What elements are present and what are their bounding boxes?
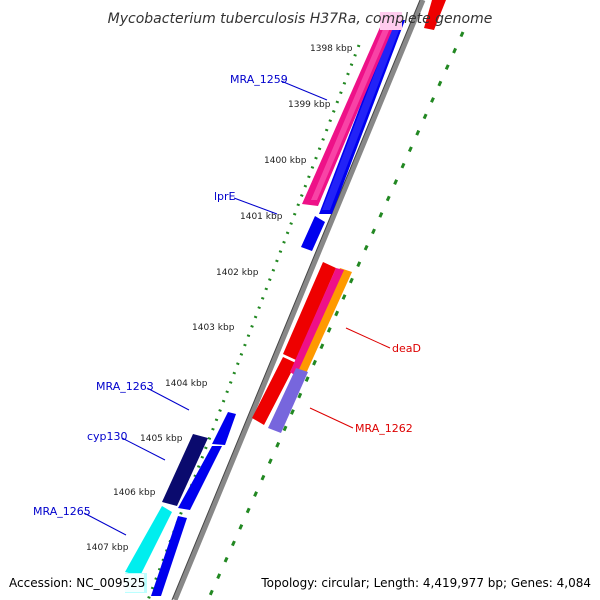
map-title: Mycobacterium tuberculosis H37Ra, comple… <box>108 11 493 27</box>
topology-text: Topology: circular; Length: 4,419,977 bp… <box>260 576 591 590</box>
leader-mra-1259 <box>281 81 327 100</box>
gc-content-dashed-ring <box>208 32 463 600</box>
kbp-tick-1399: 1399 kbp <box>288 100 331 110</box>
kbp-tick-1405: 1405 kbp <box>140 434 183 444</box>
genome-backbone-edge <box>172 0 420 600</box>
gene-label-mra-1262[interactable]: MRA_1262 <box>355 422 413 435</box>
kbp-tick-1404: 1404 kbp <box>165 379 208 389</box>
leader-mra-1262 <box>310 408 353 428</box>
kbp-tick-1407: 1407 kbp <box>86 543 129 553</box>
feature-blue-small-1 <box>212 412 236 445</box>
gene-label-cyp130[interactable]: cyp130 <box>87 430 128 443</box>
gene-label-dead[interactable]: deaD <box>392 342 421 355</box>
gene-label-mra-1265[interactable]: MRA_1265 <box>33 505 91 518</box>
gene-label-lpre[interactable]: lprE <box>214 190 236 203</box>
kbp-tick-1403: 1403 kbp <box>192 323 235 333</box>
leader-dead <box>346 328 390 348</box>
gene-label-mra-1259[interactable]: MRA_1259 <box>230 73 288 86</box>
kbp-tick-1400: 1400 kbp <box>264 156 307 166</box>
kbp-tick-1402: 1402 kbp <box>216 268 259 278</box>
genome-backbone <box>175 0 423 600</box>
accession-text: Accession: NC_009525 <box>9 576 145 590</box>
leader-mra-1263 <box>147 388 189 410</box>
leader-mra-1265 <box>84 513 126 535</box>
gene-label-mra-1263[interactable]: MRA_1263 <box>96 380 154 393</box>
kbp-tick-1406: 1406 kbp <box>113 488 156 498</box>
kbp-tick-1398: 1398 kbp <box>310 44 353 54</box>
